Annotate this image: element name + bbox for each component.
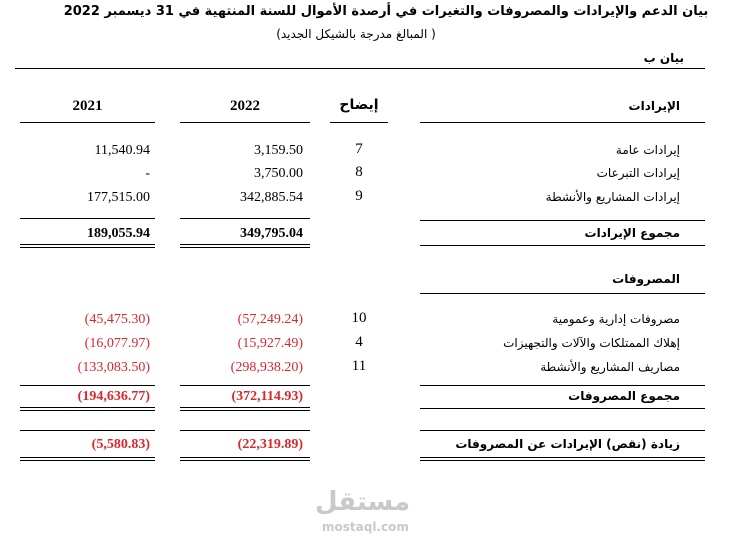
note-ref: 9 [355,188,363,204]
amount-current: 3,750.00 [254,166,303,181]
rule [420,385,705,386]
note-ref: 10 [351,310,367,326]
rule [20,122,155,123]
rule [420,457,705,458]
section-heading: الإيرادات [628,99,680,113]
year-heading: 2022 [230,98,260,114]
amount-previous: (45,475.30) [84,312,150,327]
amount-current: 342,885.54 [240,190,303,205]
rule [20,410,155,411]
row-label: مصاريف المشاريع والأنشطة [540,360,680,374]
rule [180,430,310,431]
rule [420,245,705,246]
rule [180,385,310,386]
amount-previous: 11,540.94 [94,143,150,158]
rule [420,122,705,123]
amount-current: (22,319.89) [237,437,303,452]
rule [20,244,155,245]
year-heading: 2021 [72,98,103,114]
amount-current: (15,927.49) [237,336,303,351]
amount-current: (57,249.24) [237,312,303,327]
row-label: مجموع الإيرادات [584,226,680,240]
rule [20,407,155,408]
rule [420,220,705,221]
statement-label: بيان ب [643,51,684,65]
rule [180,407,310,408]
title: بيان الدعم والإيرادات والمصروفات والتغير… [63,4,709,19]
rule [180,410,310,411]
rule [20,460,155,461]
rule [420,460,705,461]
amount-previous: - [145,166,150,181]
subtitle: ( المبالغ مدرجة بالشيكل الجديد) [276,27,436,41]
rule [15,68,705,69]
note-heading: إيضاح [339,97,379,113]
note-ref: 7 [355,141,363,157]
note-ref: 8 [355,164,363,180]
note-ref: 11 [351,358,367,374]
rule [180,457,310,458]
row-label: إيرادات التبرعات [596,166,680,180]
note-ref: 4 [355,334,363,350]
rule [20,218,155,219]
row-label: إهلاك الممتلكات والآلات والتجهيزات [503,336,680,350]
section-heading: المصروفات [612,272,680,286]
rule [420,430,705,431]
rule [330,122,388,123]
rule [20,457,155,458]
amount-previous: (194,636.77) [77,389,150,404]
watermark-logo: مستقل [315,487,411,517]
rule [180,218,310,219]
amount-previous: (5,580.83) [91,437,150,452]
rule [420,293,705,294]
amount-previous: (133,083.50) [77,360,150,375]
rule [20,385,155,386]
amount-previous: 177,515.00 [87,190,150,205]
rule [420,408,705,409]
rule [20,430,155,431]
amount-previous: 189,055.94 [87,226,150,241]
amount-current: (372,114.93) [231,389,303,404]
amount-previous: (16,077.97) [84,336,150,351]
rule [180,247,310,248]
watermark-site: mostaql.com [322,520,409,534]
row-label: إيرادات المشاريع والأنشطة [545,190,680,204]
row-label: مجموع المصروفات [568,389,680,403]
rule [180,460,310,461]
amount-current: 349,795.04 [240,226,303,241]
row-label: إيرادات عامة [615,143,680,157]
amount-current: (298,938.20) [230,360,303,375]
amount-current: 3,159.50 [254,143,303,158]
row-label: زيادة (نقص) الإيرادات عن المصروفات [455,437,680,451]
row-label: مصروفات إدارية وعمومية [552,312,680,326]
rule [180,244,310,245]
rule [20,247,155,248]
rule [180,122,310,123]
